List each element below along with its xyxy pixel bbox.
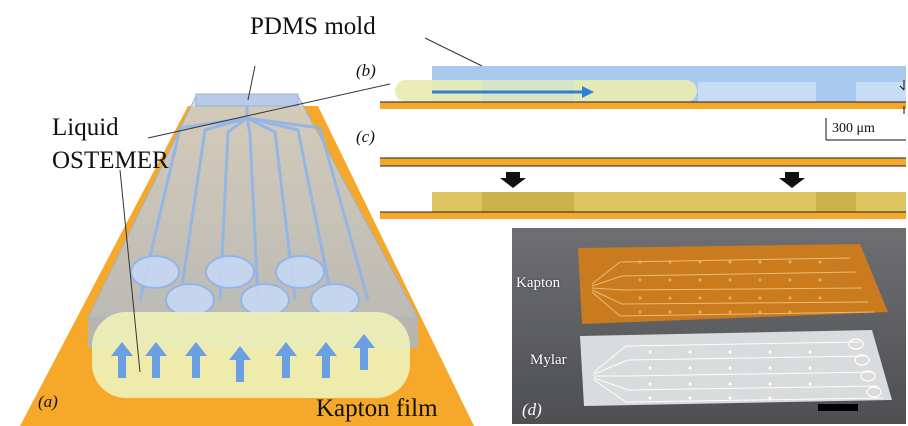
up-arrow-icon xyxy=(185,342,207,378)
panel-letter-c: c xyxy=(361,127,370,146)
liquid-ostemer-blob xyxy=(92,312,410,398)
scale-bar-label: 300 μm xyxy=(832,121,875,136)
down-arrow-icon xyxy=(779,172,805,188)
leader-lines xyxy=(119,37,483,373)
kapton-chip xyxy=(578,244,888,324)
panel-label-a: (a) xyxy=(38,392,58,411)
kapton-chip-channels xyxy=(591,257,875,317)
mylar-chip xyxy=(580,330,892,406)
pdms-mold-label: PDMS mold xyxy=(250,13,376,40)
panel-letter-d: d xyxy=(527,400,537,419)
chamber-row-front xyxy=(165,283,360,317)
kapton-film-label: Kapton film xyxy=(316,395,438,422)
panel-c-lamination xyxy=(380,157,906,219)
cured-ostemer-dark-1 xyxy=(482,192,574,212)
panel-d-photo xyxy=(512,228,906,424)
panel-b-cross-section xyxy=(380,66,906,141)
flow-arrows xyxy=(111,334,375,382)
photo-mylar-label: Mylar xyxy=(530,352,567,368)
scale-bar-icon xyxy=(825,80,906,141)
mylar-chip-channels xyxy=(593,341,885,403)
up-arrow-icon xyxy=(111,342,133,378)
mylar-chambers xyxy=(848,338,882,398)
panel-label-d: (d) xyxy=(522,400,542,419)
up-arrow-icon xyxy=(275,342,297,378)
up-arrow-icon xyxy=(229,346,251,382)
pdms-mold-inlet-tab xyxy=(195,93,299,107)
up-arrow-icon xyxy=(353,334,375,370)
panel-letter-b: b xyxy=(361,61,371,80)
up-arrow-icon xyxy=(145,342,167,378)
top-kapton-layer xyxy=(380,158,906,166)
up-arrow-icon xyxy=(315,342,337,378)
panel-letter-a: a xyxy=(43,392,53,411)
bottom-kapton-layer xyxy=(380,212,906,219)
pdms-channel-light-2 xyxy=(856,82,906,102)
kapton-base-b xyxy=(380,102,906,109)
panel-label-b: (b) xyxy=(356,61,376,80)
down-arrow-icon xyxy=(500,172,526,188)
right-arrow-icon xyxy=(582,86,594,98)
panel-a-illustration xyxy=(20,93,474,426)
photo-scale-bar-icon xyxy=(818,404,858,411)
mylar-chip-dots xyxy=(648,350,812,400)
liquid-label: Liquid xyxy=(52,114,119,141)
cured-ostemer-dark-2 xyxy=(816,192,856,212)
pdms-channel-light xyxy=(698,82,816,102)
panel-label-c: (c) xyxy=(356,127,375,146)
ostemer-label: OSTEMER xyxy=(52,147,169,174)
chamber-row-back xyxy=(130,255,325,289)
photo-kapton-label: Kapton xyxy=(516,275,561,291)
